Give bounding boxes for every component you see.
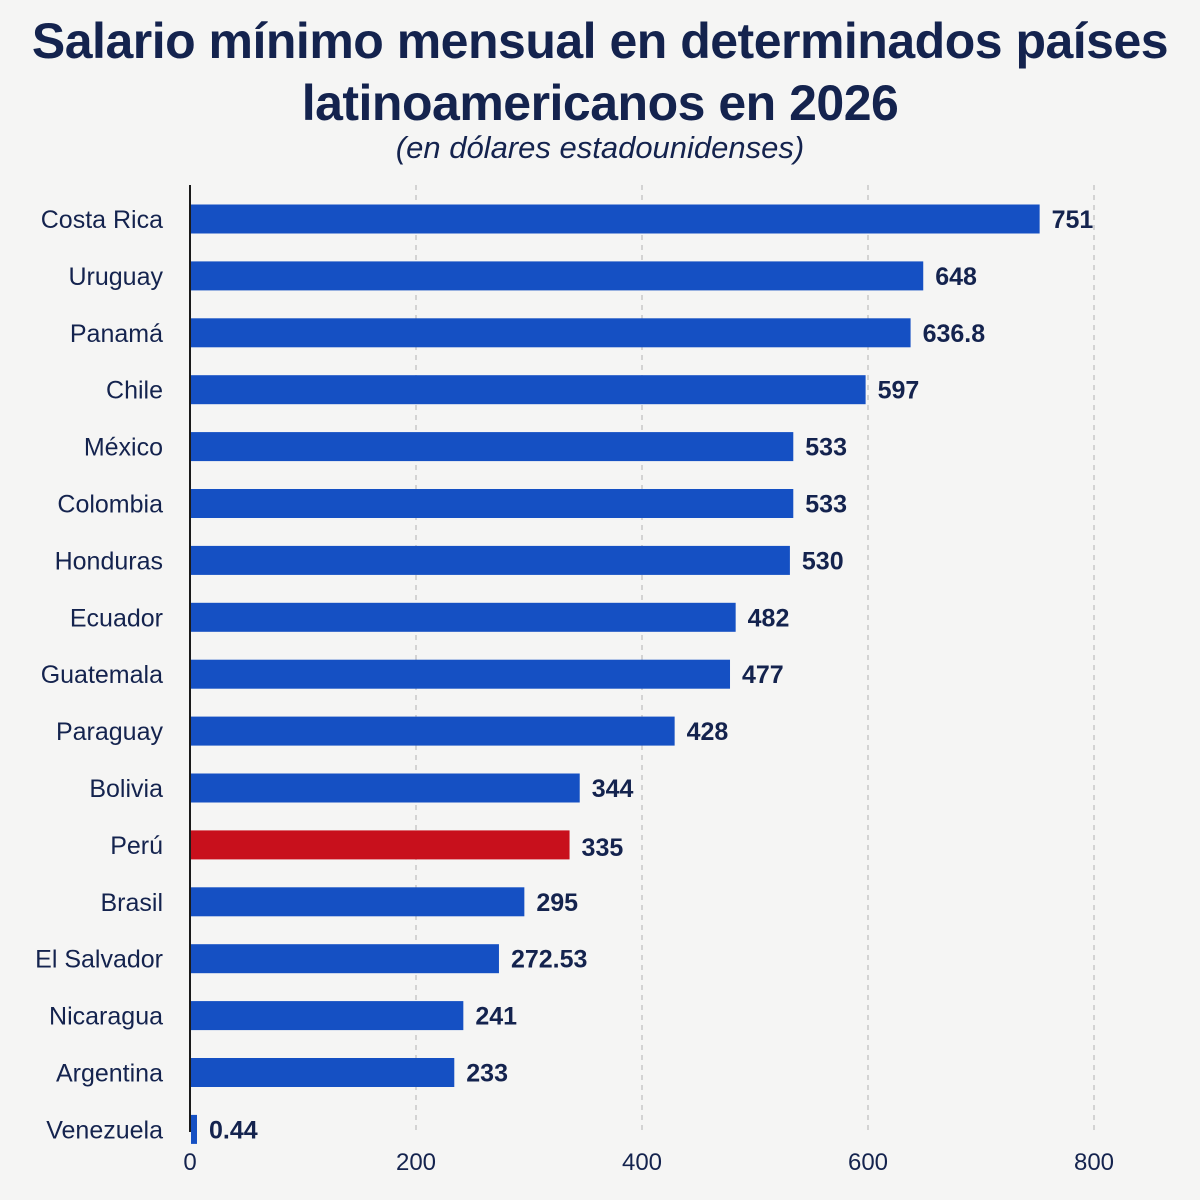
chart-title: Salario mínimo mensual en determinados p… bbox=[0, 10, 1200, 134]
bar-costa-rica bbox=[191, 204, 1040, 234]
category-label: Venezuela bbox=[46, 1116, 163, 1144]
bar-bolivia bbox=[191, 773, 580, 803]
value-label: 272.53 bbox=[511, 946, 587, 974]
chart-title-line-1: Salario mínimo mensual en determinados p… bbox=[31, 13, 1169, 69]
bar-uruguay bbox=[191, 261, 924, 291]
bar-panamá bbox=[191, 318, 911, 348]
value-label: 751 bbox=[1052, 206, 1094, 234]
bars bbox=[191, 204, 1040, 1144]
x-tick-label: 600 bbox=[848, 1149, 888, 1176]
bar-argentina bbox=[191, 1058, 455, 1087]
value-label: 241 bbox=[475, 1003, 517, 1031]
bar-guatemala bbox=[191, 659, 731, 689]
category-label: Perú bbox=[110, 832, 163, 860]
category-label: Honduras bbox=[55, 547, 163, 575]
bar-ecuador bbox=[191, 602, 736, 632]
value-label: 428 bbox=[687, 718, 729, 746]
x-tick-label: 400 bbox=[622, 1149, 662, 1176]
value-label: 597 bbox=[878, 377, 920, 405]
category-label: Paraguay bbox=[56, 718, 164, 746]
x-tick-label: 800 bbox=[1074, 1149, 1114, 1176]
category-label: Argentina bbox=[56, 1060, 163, 1088]
bar-brasil bbox=[191, 887, 525, 917]
value-label: 233 bbox=[466, 1060, 508, 1088]
value-label: 0.44 bbox=[209, 1116, 258, 1144]
grid-lines bbox=[189, 185, 1095, 1132]
category-label: Chile bbox=[106, 377, 163, 405]
category-label: Costa Rica bbox=[41, 206, 163, 234]
value-label: 530 bbox=[802, 547, 844, 575]
category-label: Colombia bbox=[57, 491, 163, 519]
value-label-highlight: 335 bbox=[582, 834, 624, 862]
chart-title-line-2: latinoamericanos en 2026 bbox=[301, 75, 899, 131]
category-label: El Salvador bbox=[35, 946, 163, 974]
labels: 02004006008001.000Costa Rica751Uruguay64… bbox=[35, 206, 1114, 1176]
category-label: Panamá bbox=[70, 320, 163, 348]
chart-subtitle: (en dólares estadounidenses) bbox=[395, 130, 805, 165]
bar-el-salvador bbox=[191, 944, 499, 974]
value-label: 295 bbox=[536, 889, 578, 917]
bar-méxico bbox=[191, 432, 794, 462]
bar-nicaragua bbox=[191, 1001, 464, 1031]
category-label: Ecuador bbox=[70, 604, 163, 632]
value-label: 482 bbox=[748, 604, 790, 632]
value-label: 344 bbox=[592, 775, 634, 803]
value-label: 533 bbox=[805, 434, 847, 462]
bar-chile bbox=[191, 375, 866, 405]
value-label: 636.8 bbox=[923, 320, 986, 348]
bar-venezuela bbox=[191, 1114, 197, 1144]
category-label: Bolivia bbox=[89, 775, 163, 803]
category-label: Guatemala bbox=[41, 661, 163, 689]
value-label: 648 bbox=[935, 263, 977, 291]
category-label: Brasil bbox=[100, 889, 163, 917]
category-label: Uruguay bbox=[69, 263, 164, 291]
value-label: 533 bbox=[805, 491, 847, 519]
bar-colombia bbox=[191, 489, 794, 518]
x-tick-label: 200 bbox=[396, 1149, 436, 1176]
bar-perú bbox=[191, 830, 570, 860]
category-label: Nicaragua bbox=[49, 1003, 163, 1031]
bar-honduras bbox=[191, 545, 790, 575]
x-tick-label: 0 bbox=[183, 1149, 196, 1176]
category-label: México bbox=[84, 434, 163, 462]
value-label: 477 bbox=[742, 661, 784, 689]
bar-paraguay bbox=[191, 716, 675, 746]
